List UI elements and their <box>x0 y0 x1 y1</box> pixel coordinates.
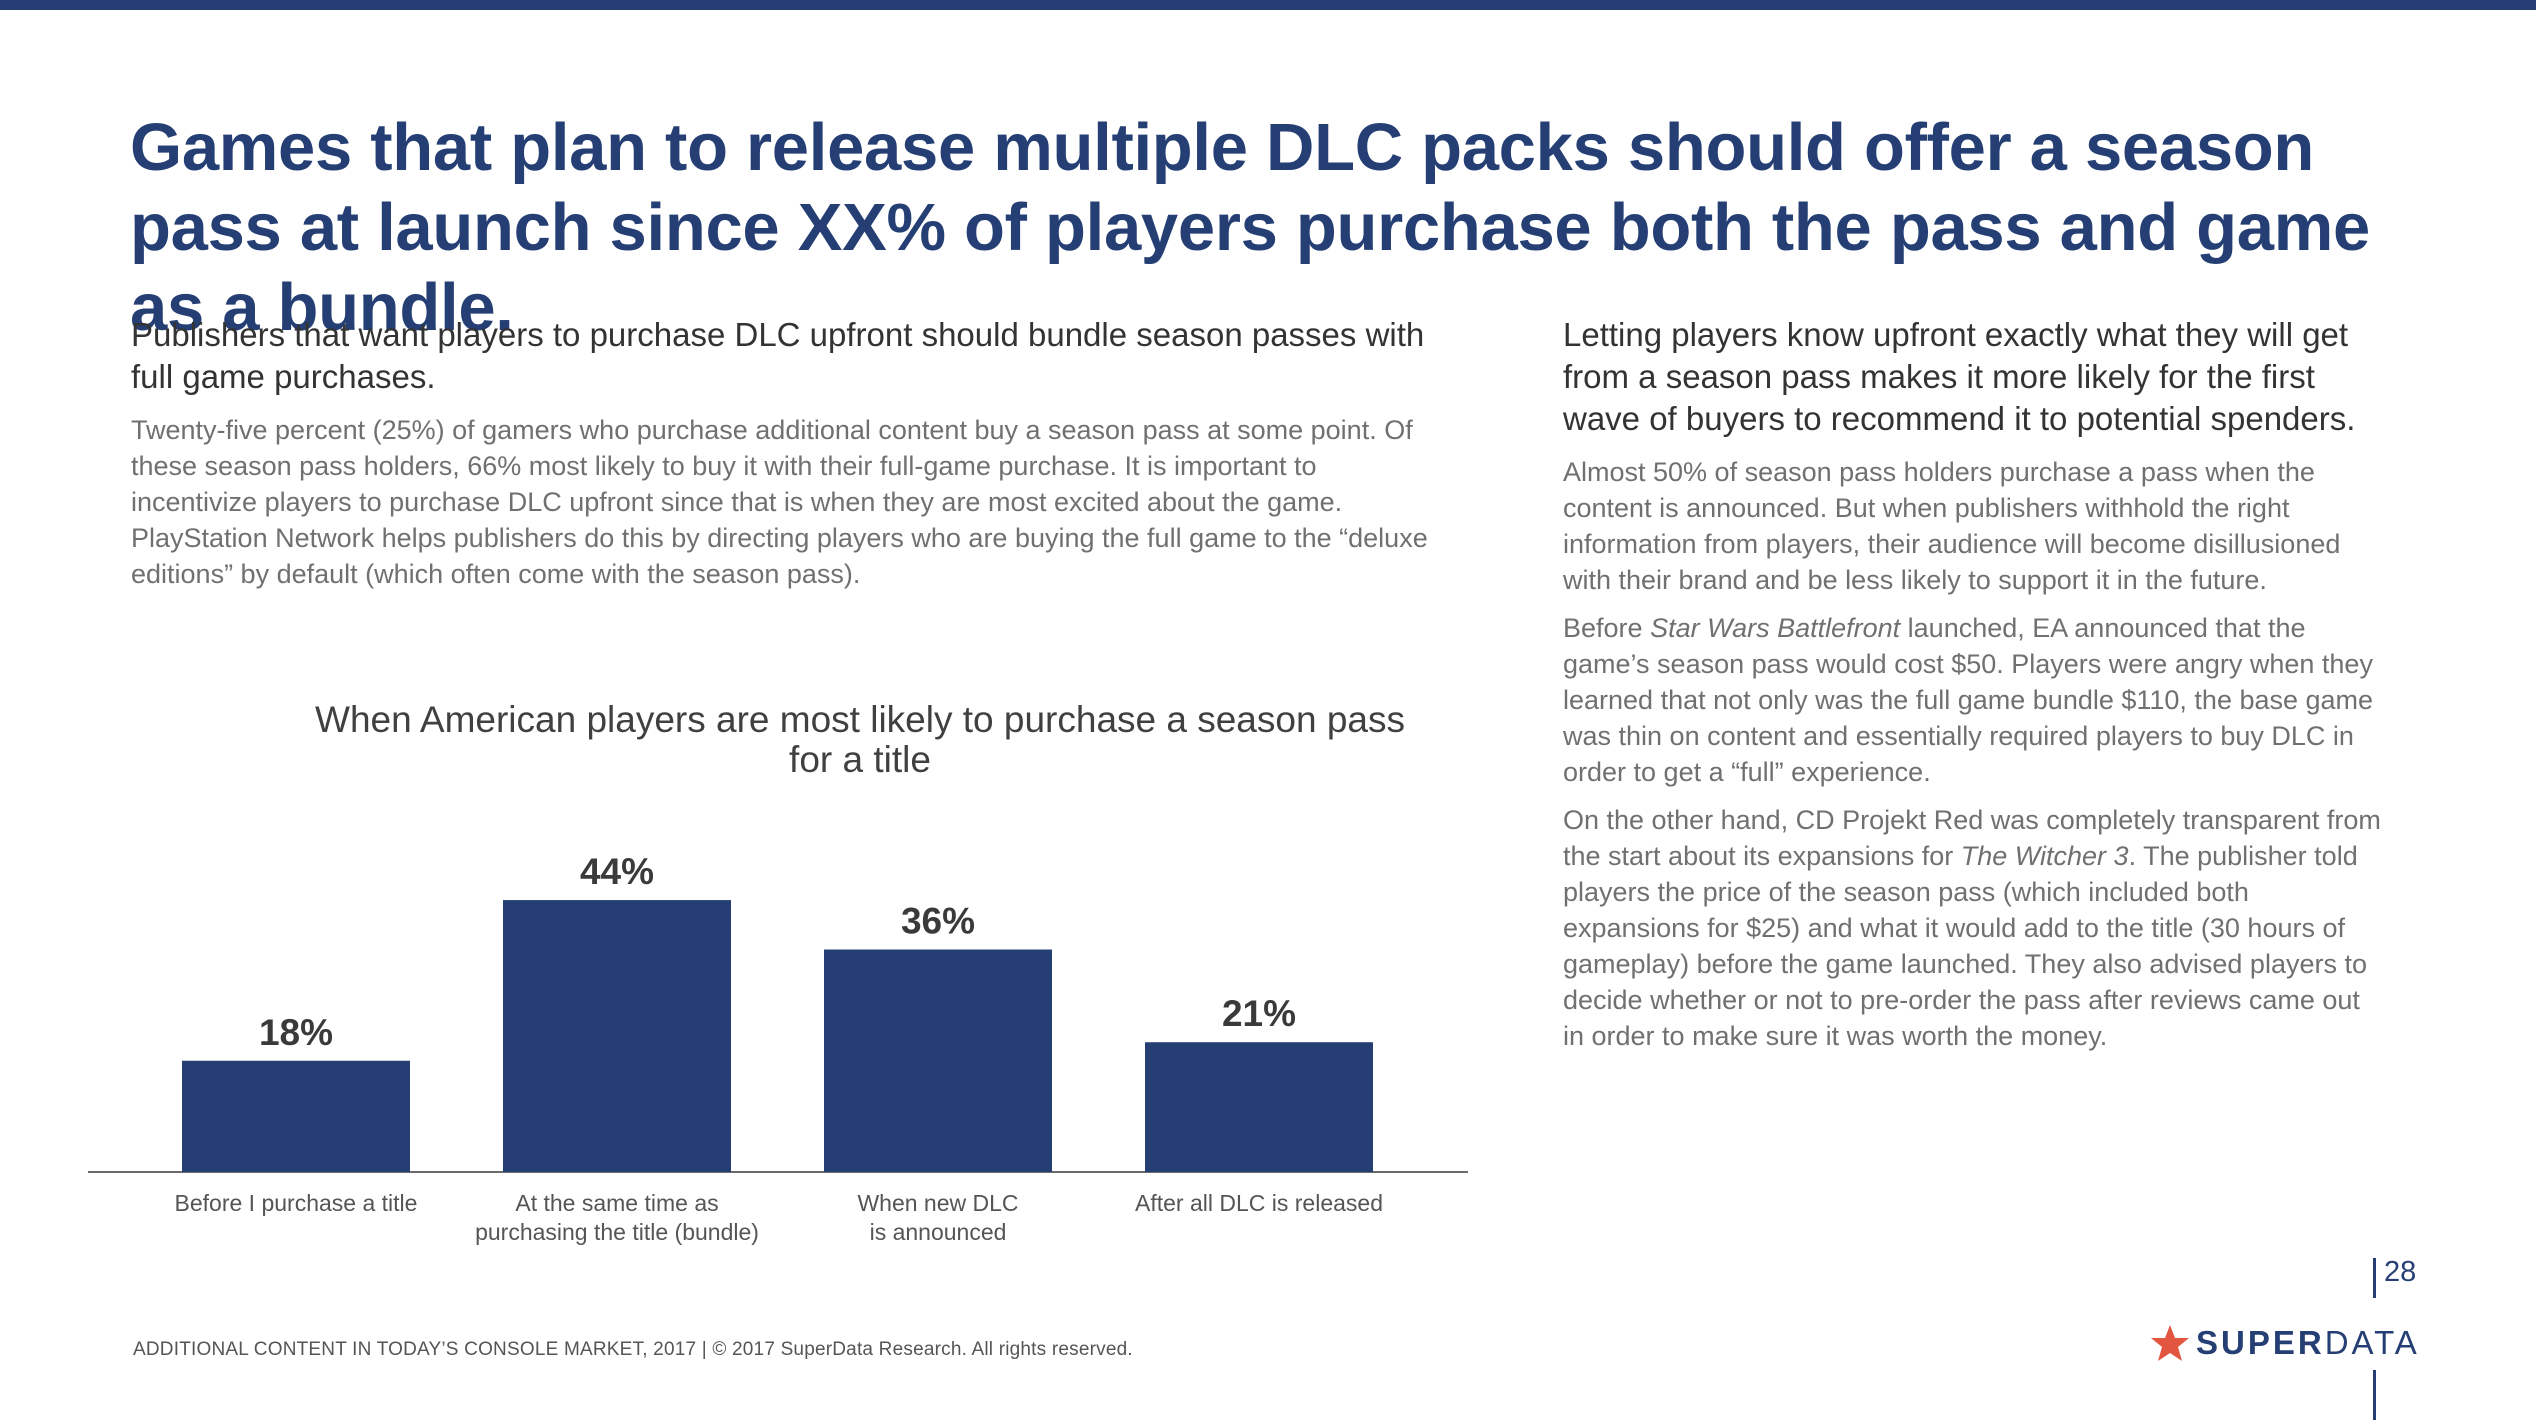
page-divider-top <box>2373 1258 2376 1298</box>
chart-title: When American players are most likely to… <box>315 699 1405 780</box>
p3-text-before: On the other hand, CD Projekt Red was co… <box>1563 805 2381 871</box>
category-label-2-line-2: purchasing the title (bundle) <box>475 1219 759 1245</box>
bar-chart: 18% Before I purchase a title 44% At the sa… <box>88 851 1468 1245</box>
bar-1 <box>182 1060 410 1172</box>
logo-word-data: DATA <box>2324 1324 2420 1361</box>
category-label-3-line-1: When new DLC <box>857 1190 1018 1216</box>
category-label-4-line-1: After all DLC is released <box>1135 1190 1383 1216</box>
page-divider-bottom <box>2373 1370 2376 1420</box>
right-paragraph-2: Before Star Wars Battlefront launched, E… <box>1563 610 2383 790</box>
top-accent-bar <box>0 0 2536 10</box>
category-label-2-line-1: At the same time as <box>515 1190 718 1216</box>
bar-3 <box>824 949 1052 1172</box>
right-paragraph-1: Almost 50% of season pass holders purcha… <box>1563 457 2341 595</box>
logo-wordmark: SUPERDATA <box>2196 1324 2420 1362</box>
page-number: 28 <box>2384 1256 2417 1288</box>
left-body: Twenty-five percent (25%) of gamers who … <box>131 415 1428 589</box>
left-subhead: Publishers that want players to purchase… <box>131 316 1425 395</box>
right-subhead: Letting players know upfront exactly wha… <box>1563 316 2356 437</box>
category-label-1-line-1: Before I purchase a title <box>175 1190 418 1216</box>
superdata-logo: SUPERDATA <box>2150 1320 2420 1366</box>
right-column: Letting players know upfront exactly wha… <box>1563 314 2383 1066</box>
value-label-3: 36% <box>901 901 975 942</box>
p3-game-title: The Witcher 3 <box>1960 841 2129 871</box>
p2-text-before: Before <box>1563 613 1651 643</box>
right-paragraph-3: On the other hand, CD Projekt Red was co… <box>1563 802 2383 1054</box>
p3-text-after: . The publisher told players the price o… <box>1563 841 2367 1051</box>
bar-4 <box>1145 1042 1373 1172</box>
value-label-4: 21% <box>1222 993 1296 1034</box>
star-icon <box>2151 1325 2189 1361</box>
category-label-3-line-2: is announced <box>870 1219 1007 1245</box>
page-headline: Games that plan to release multiple DLC … <box>130 110 2371 345</box>
value-label-1: 18% <box>259 1012 333 1053</box>
p2-game-title: Star Wars Battlefront <box>1650 613 1901 643</box>
bar-2 <box>503 900 731 1172</box>
footer-text: ADDITIONAL CONTENT IN TODAY’S CONSOLE MA… <box>133 1339 1133 1360</box>
p2-text-after: launched, EA announced that the game’s s… <box>1563 613 2374 787</box>
value-label-2: 44% <box>580 851 654 892</box>
left-column: Publishers that want players to purchase… <box>131 314 1431 604</box>
logo-word-super: SUPER <box>2196 1324 2325 1361</box>
